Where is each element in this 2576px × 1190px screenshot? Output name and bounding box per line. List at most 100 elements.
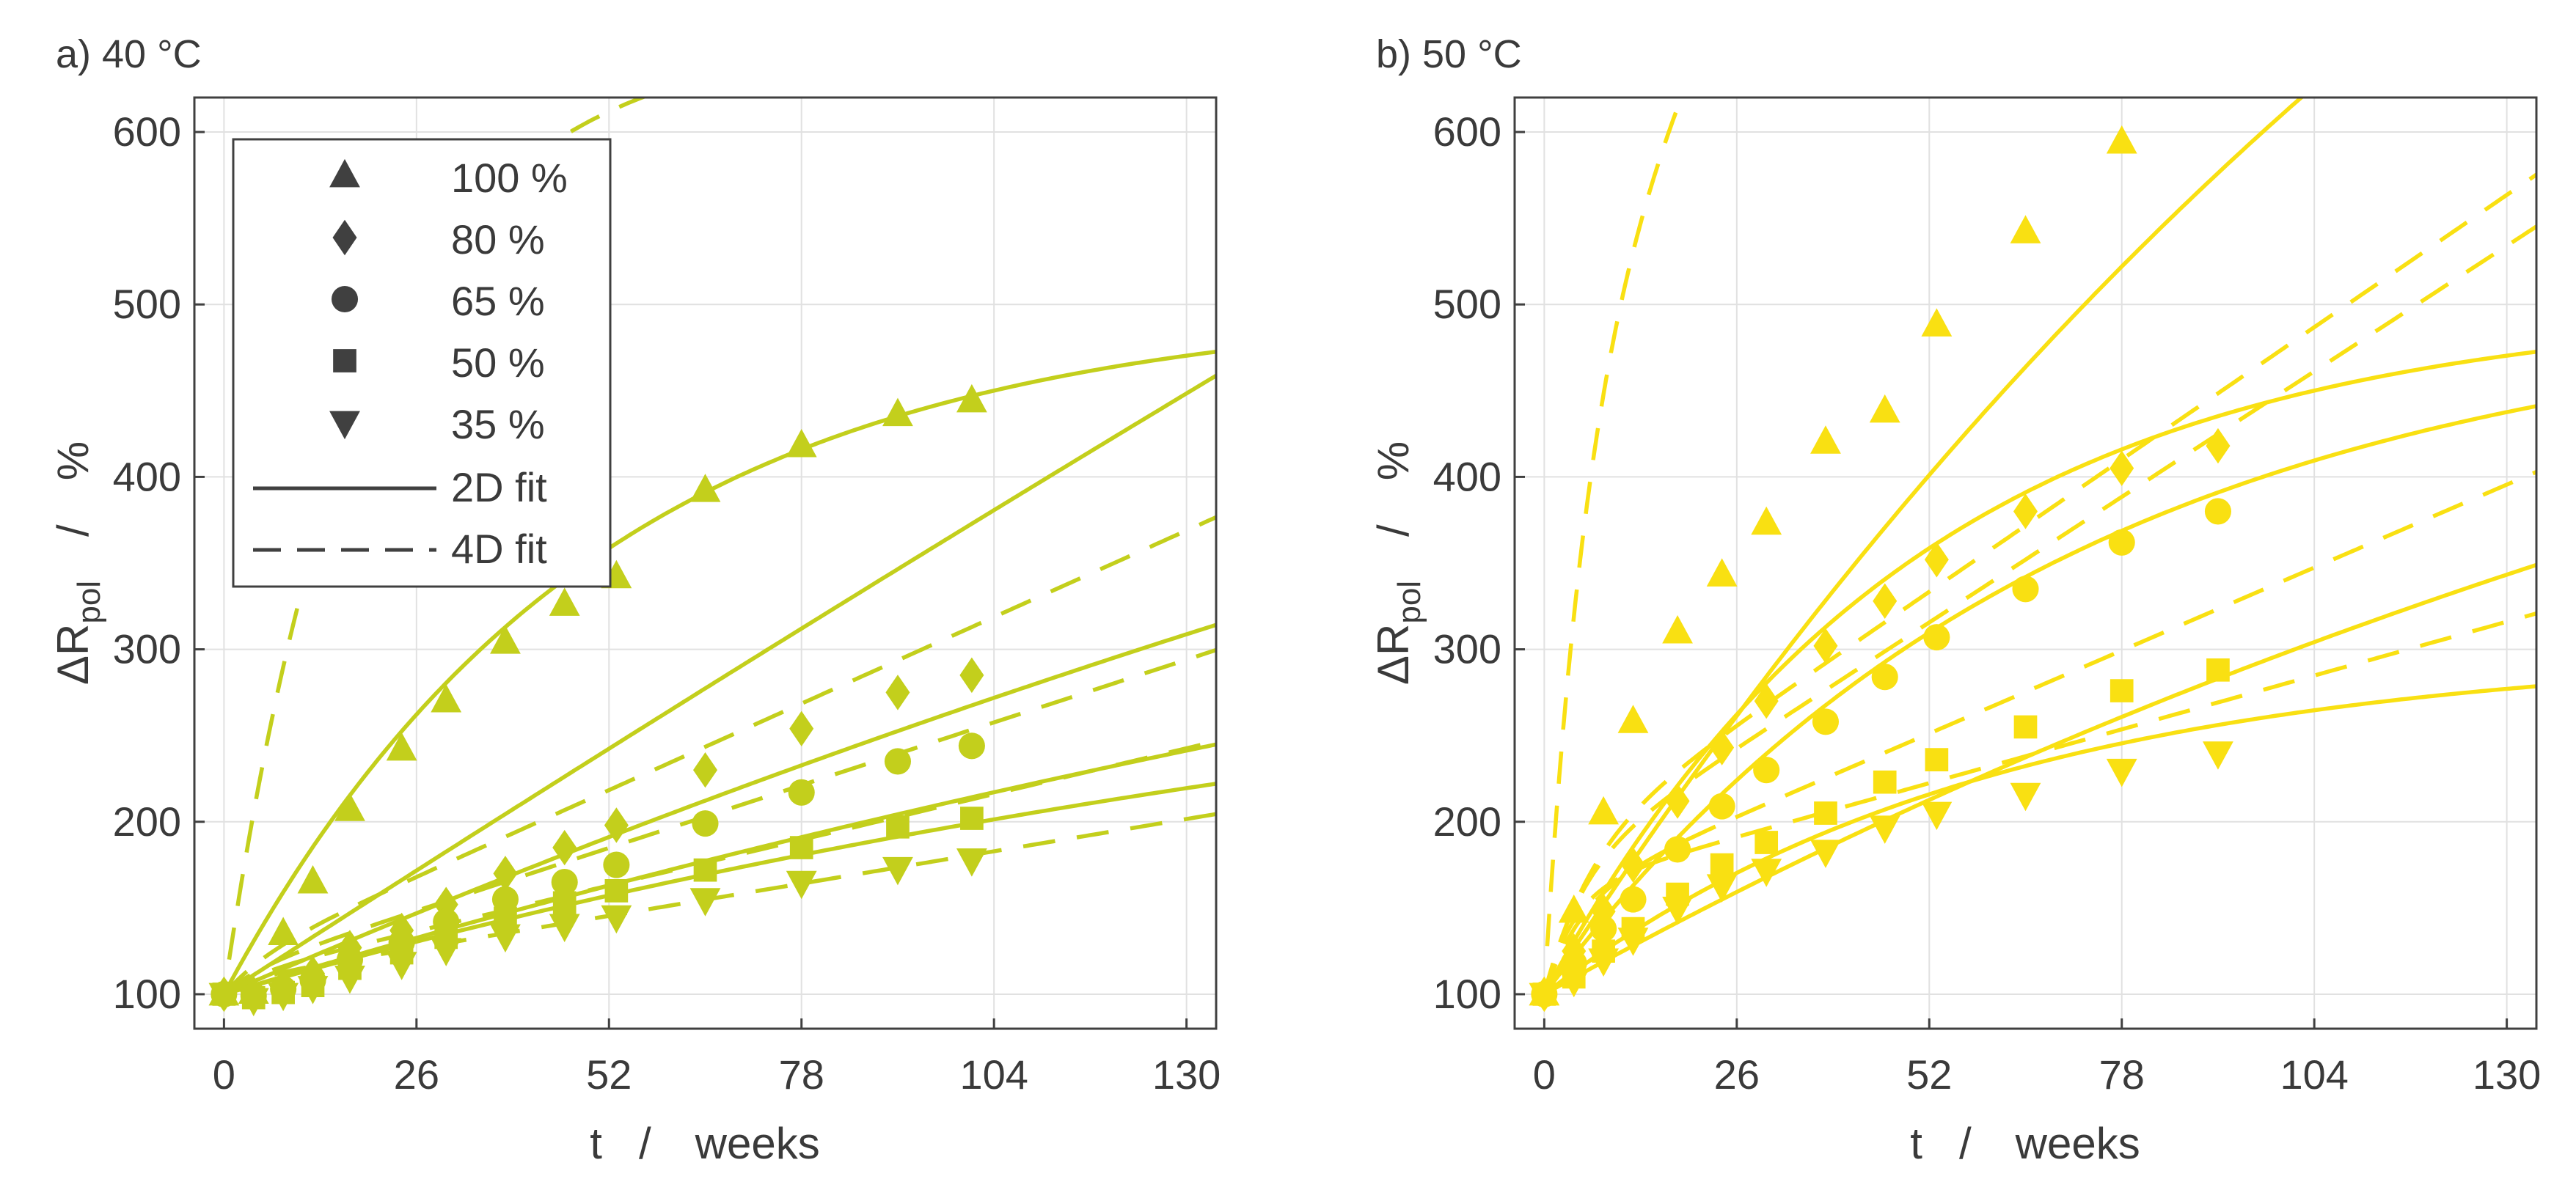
data-point-diamond-80 bbox=[693, 752, 717, 788]
data-point-triangle-up-100 bbox=[1869, 394, 1900, 423]
x-tick-label: 52 bbox=[1906, 1051, 1952, 1098]
legend-circle-icon bbox=[331, 285, 359, 313]
data-point-circle-65 bbox=[1871, 664, 1898, 691]
data-point-circle-65 bbox=[692, 810, 719, 837]
data-point-triangle-down-35 bbox=[2106, 758, 2137, 787]
legend-triangle-up-icon bbox=[329, 158, 360, 188]
data-point-circle-65 bbox=[1708, 793, 1735, 820]
data-point-triangle-down-35 bbox=[1529, 983, 1560, 1012]
data-point-square-50 bbox=[886, 815, 910, 839]
data-point-diamond-80 bbox=[1873, 583, 1898, 619]
data-point-square-50 bbox=[604, 879, 629, 903]
legend-entry-50: 50 % bbox=[333, 339, 545, 386]
data-point-diamond-80 bbox=[1924, 542, 1949, 578]
x-tick-label: 78 bbox=[2099, 1051, 2145, 1098]
x-tick-label: 104 bbox=[2280, 1051, 2348, 1098]
y-tick-label: 500 bbox=[1433, 281, 1501, 327]
data-point-circle-65 bbox=[2204, 498, 2231, 525]
data-point-circle-65 bbox=[1923, 624, 1950, 651]
4d-fit-line-35 bbox=[222, 812, 1216, 996]
4d-fit-line-50 bbox=[222, 739, 1216, 996]
x-tick-label: 26 bbox=[394, 1051, 439, 1098]
data-point-diamond-80 bbox=[2110, 450, 2134, 486]
2d-fit-line-65 bbox=[223, 622, 1216, 996]
data-point-square-50 bbox=[1754, 831, 1779, 854]
data-point-triangle-up-100 bbox=[1810, 425, 1841, 454]
legend-square-icon bbox=[333, 349, 356, 372]
data-point-square-50 bbox=[1873, 770, 1897, 794]
y-tick-label: 400 bbox=[113, 453, 181, 499]
2d-fit-line-50 bbox=[1543, 562, 2536, 996]
x-tick-label: 52 bbox=[586, 1051, 632, 1098]
panel-b-x-axis-label: t / weeks bbox=[1910, 1119, 2140, 1168]
legend-marker-triangle-down bbox=[329, 411, 360, 440]
data-point-diamond-80 bbox=[1754, 683, 1779, 719]
data-point-diamond-80 bbox=[1621, 847, 1646, 883]
data-point-triangle-up-100 bbox=[1662, 614, 1693, 644]
2d-fit-line-80 bbox=[222, 373, 1216, 996]
data-point-square-50 bbox=[693, 858, 717, 882]
data-point-circle-65 bbox=[551, 869, 578, 896]
panel-b-label: b) 50 °C bbox=[1376, 32, 1522, 76]
y-tick-label: 100 bbox=[1433, 971, 1501, 1017]
data-point-diamond-80 bbox=[604, 807, 629, 843]
data-point-circle-65 bbox=[2108, 529, 2135, 556]
data-point-triangle-down-35 bbox=[431, 938, 462, 966]
legend-label-100: 100 % bbox=[451, 155, 568, 201]
data-point-circle-65 bbox=[884, 748, 911, 775]
data-point-triangle-down-35 bbox=[1558, 969, 1589, 998]
panel-a-label: a) 40 °C bbox=[56, 32, 202, 76]
legend-marker-diamond bbox=[332, 219, 357, 256]
data-point-triangle-up-100 bbox=[1588, 796, 1620, 825]
data-point-triangle-down-35 bbox=[2203, 741, 2233, 770]
panel-a: a) 40 °C 0 26 52 78 104 130 100 200 300 400 500 600… bbox=[48, 32, 1221, 1168]
data-point-triangle-up-100 bbox=[297, 864, 329, 894]
data-point-triangle-up-100 bbox=[334, 793, 365, 821]
data-point-square-50 bbox=[2013, 715, 2038, 739]
y-tick-label: 300 bbox=[1433, 626, 1501, 672]
4d-fit-line-80 bbox=[222, 515, 1216, 996]
legend-marker-triangle-up bbox=[329, 158, 360, 188]
legend-label-65: 65 % bbox=[451, 278, 545, 324]
panel-a-plot-frame bbox=[193, 96, 1218, 1030]
data-point-diamond-80 bbox=[959, 657, 984, 694]
data-point-square-50 bbox=[960, 807, 984, 830]
data-point-triangle-down-35 bbox=[1588, 948, 1620, 977]
data-point-triangle-up-100 bbox=[386, 732, 417, 761]
2d-fit-line-100 bbox=[222, 349, 1216, 996]
data-point-circle-65 bbox=[1664, 836, 1691, 863]
legend-label-4d-fit: 4D fit bbox=[451, 526, 547, 572]
data-point-triangle-up-100 bbox=[1617, 705, 1649, 733]
legend-diamond-icon bbox=[332, 219, 357, 256]
data-point-triangle-down-35 bbox=[208, 983, 240, 1012]
data-point-triangle-down-35 bbox=[386, 952, 417, 980]
data-point-triangle-down-35 bbox=[490, 924, 521, 953]
data-point-triangle-down-35 bbox=[882, 856, 913, 886]
data-point-triangle-up-100 bbox=[2106, 125, 2137, 154]
4d-fit-line-100 bbox=[227, 98, 648, 961]
legend-label-50: 50 % bbox=[451, 339, 545, 386]
4d-fit-line-100 bbox=[1545, 98, 1684, 947]
legend-entry-4d-fit: 4D fit bbox=[253, 526, 547, 572]
data-point-triangle-down-35 bbox=[2010, 782, 2041, 812]
y-tick-label: 200 bbox=[113, 798, 181, 845]
data-point-triangle-up-100 bbox=[549, 587, 580, 616]
panel-b-plot-frame bbox=[1513, 96, 2538, 1030]
data-point-triangle-down-35 bbox=[786, 870, 817, 900]
data-point-diamond-80 bbox=[789, 710, 814, 746]
legend-marker-circle bbox=[331, 285, 359, 313]
data-point-diamond-80 bbox=[493, 856, 518, 892]
panel-b-data-markers bbox=[1529, 125, 2233, 1013]
data-point-triangle-down-35 bbox=[689, 888, 721, 917]
panel-b-fit-lines bbox=[1542, 98, 2536, 996]
x-tick-label: 130 bbox=[2473, 1051, 2541, 1098]
data-point-triangle-up-100 bbox=[882, 397, 913, 427]
data-point-triangle-down-35 bbox=[1810, 840, 1841, 868]
data-point-triangle-up-100 bbox=[490, 625, 521, 654]
data-point-triangle-down-35 bbox=[1921, 801, 1953, 831]
x-tick-label: 130 bbox=[1152, 1051, 1221, 1098]
legend-entry-35: 35 % bbox=[329, 401, 545, 447]
legend-box bbox=[232, 138, 612, 588]
y-tick-label: 500 bbox=[113, 281, 181, 327]
data-point-diamond-80 bbox=[1710, 730, 1735, 765]
